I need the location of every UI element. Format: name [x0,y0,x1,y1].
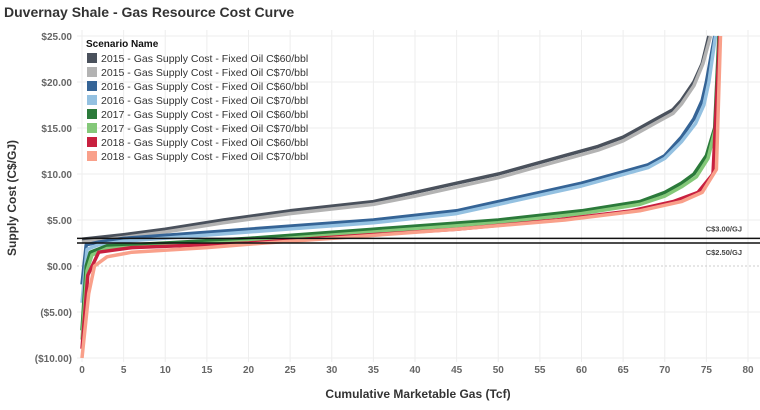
series-line [80,35,721,331]
y-tick-label: $15.00 [41,124,72,135]
legend-swatch [87,151,97,161]
x-tick-label: 50 [493,365,505,376]
legend-entry: 2018 - Gas Supply Cost - Fixed Oil C$60/… [101,137,308,149]
y-tick-label: $10.00 [41,170,72,181]
legend-swatch [87,123,97,133]
legend-title: Scenario Name [86,39,159,50]
legend-entry: 2016 - Gas Supply Cost - Fixed Oil C$60/… [101,81,308,93]
y-tick-label: $20.00 [41,78,72,89]
x-tick-label: 60 [576,365,588,376]
y-tick-label: $25.00 [41,32,72,43]
y-tick-label: $5.00 [47,216,72,227]
legend-entry: 2017 - Gas Supply Cost - Fixed Oil C$70/… [101,123,308,135]
legend-entry: 2016 - Gas Supply Cost - Fixed Oil C$70/… [101,95,308,107]
legend-swatch [87,137,97,147]
legend-swatch [87,67,97,77]
x-tick-label: 10 [160,365,172,376]
y-axis-label: Supply Cost (C$/GJ) [5,140,19,256]
series-line [80,35,718,303]
x-tick-label: 45 [451,365,463,376]
legend-swatch [87,109,97,119]
legend-swatch [87,95,97,105]
x-tick-label: 15 [201,365,213,376]
x-tick-label: 75 [701,365,713,376]
x-tick-label: 30 [326,365,338,376]
chart-title: Duvernay Shale - Gas Resource Cost Curve [4,4,295,20]
legend-swatch [87,81,97,91]
reference-line-label: C$2.50/GJ [706,248,742,257]
legend-entry: 2015 - Gas Supply Cost - Fixed Oil C$70/… [101,67,308,79]
legend-entry: 2018 - Gas Supply Cost - Fixed Oil C$70/… [101,151,308,163]
x-tick-label: 55 [534,365,546,376]
x-tick-label: 70 [659,365,671,376]
x-tick-label: 35 [368,365,380,376]
y-tick-label: $0.00 [47,262,72,273]
legend-entry: 2017 - Gas Supply Cost - Fixed Oil C$60/… [101,109,308,121]
y-tick-label: ($5.00) [40,308,72,319]
x-tick-label: 0 [79,365,85,376]
series-line [81,35,711,242]
y-tick-label: ($10.00) [35,354,72,365]
x-tick-label: 5 [121,365,127,376]
x-tick-label: 25 [285,365,297,376]
x-axis-label: Cumulative Marketable Gas (Tcf) [325,387,510,401]
legend-swatch [87,53,97,63]
reference-line-label: C$3.00/GJ [706,224,742,233]
x-tick-label: 40 [409,365,421,376]
series-line [81,35,713,244]
x-tick-label: 65 [618,365,630,376]
x-tick-label: 80 [742,365,754,376]
legend-entry: 2015 - Gas Supply Cost - Fixed Oil C$60/… [101,53,308,65]
x-tick-label: 20 [243,365,255,376]
